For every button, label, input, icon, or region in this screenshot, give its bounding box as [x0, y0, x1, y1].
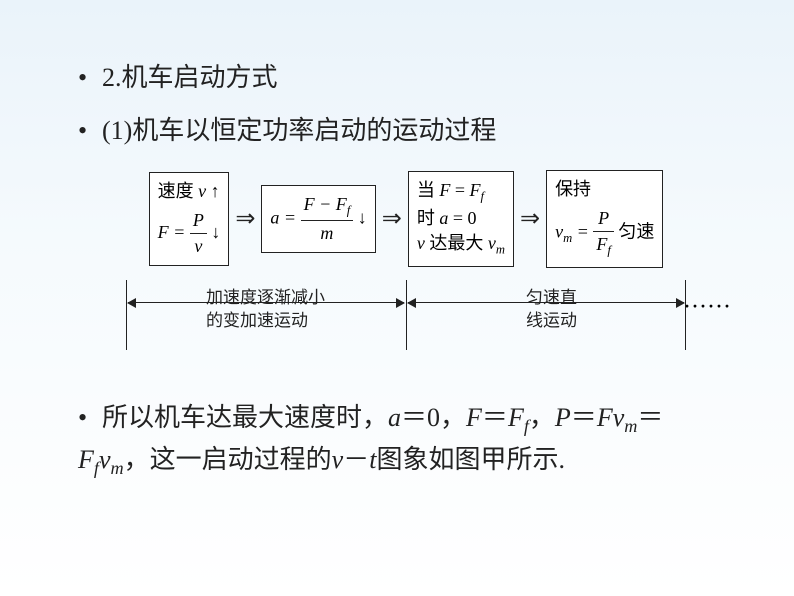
- b1-down: ↓: [211, 222, 220, 242]
- b3-l1-Ff-sub: f: [481, 190, 485, 204]
- c-Ffvm-v: v: [99, 445, 111, 474]
- c-vt-dash: －: [343, 445, 369, 474]
- flow-arrow-3: ⇒: [520, 204, 540, 233]
- heading-1: •2.机车启动方式: [78, 58, 734, 97]
- b4-den-sub: f: [607, 244, 611, 258]
- c-P: P: [555, 403, 571, 432]
- flow-box-1: 速度 v ↑ F = P v ↓: [149, 172, 230, 267]
- flow-arrow-2: ⇒: [382, 204, 402, 233]
- b2-a: a: [270, 207, 279, 227]
- phase-div-mid: [406, 280, 407, 350]
- conclusion: •所以机车达最大速度时，a＝0，F＝Ff，P＝Fvm＝Ffvm，这一启动过程的v…: [78, 398, 734, 483]
- phase2-text: 匀速直 线运动: [526, 286, 577, 334]
- c-eqP: ＝: [571, 403, 597, 432]
- b2-F: F: [304, 194, 315, 214]
- b4-num: P: [593, 206, 614, 232]
- b4-tail: 匀速: [618, 222, 654, 242]
- b3-l3-v: v: [417, 233, 425, 253]
- b3-l2-rest: = 0: [448, 208, 476, 228]
- flow-diagram: 速度 v ↑ F = P v ↓ ⇒ a =: [78, 170, 734, 268]
- b1-prefix: 速度: [158, 181, 194, 201]
- b1-den: v: [190, 234, 207, 259]
- heading-2: •(1)机车以恒定功率启动的运动过程: [78, 111, 734, 150]
- c-eqFf: ＝: [482, 403, 508, 432]
- c-comma1: ，: [529, 403, 555, 432]
- b1-F: F: [158, 222, 169, 242]
- heading-1-text: 2.机车启动方式: [102, 63, 278, 92]
- b1-up: ↑: [211, 181, 220, 201]
- phase2-l2: 线运动: [526, 309, 577, 333]
- phase1-text: 加速度逐渐减小 的变加速运动: [206, 286, 325, 334]
- c-Ff: F: [508, 403, 524, 432]
- heading-2-text: (1)机车以恒定功率启动的运动过程: [102, 116, 496, 145]
- phase2-l1: 匀速直: [526, 286, 577, 310]
- b2-Ff: F: [336, 194, 347, 214]
- c-Fvm-F: F: [597, 403, 613, 432]
- c-mid: ，这一启动过程的: [124, 445, 332, 474]
- flow-box-4: 保持 vm = P Ff 匀速: [546, 170, 663, 268]
- b2-m: m: [301, 221, 354, 246]
- c-a: a: [388, 403, 401, 432]
- b4-l1: 保持: [555, 177, 654, 202]
- c-eq0: ＝0，: [401, 403, 466, 432]
- b1-v: v: [198, 181, 206, 201]
- c-eq2: ＝: [637, 403, 663, 432]
- b4-vm-sub: m: [563, 231, 572, 245]
- b3-l3-txt: 达最大: [425, 233, 488, 253]
- b3-l1-F: F: [439, 180, 450, 200]
- flow-box-2: a = F − Ff m ↓: [261, 185, 375, 253]
- phase-timeline: 加速度逐渐减小 的变加速运动 匀速直 线运动 ······: [126, 280, 686, 350]
- b3-l3-vm-sub: m: [496, 243, 505, 257]
- b4-den: F: [596, 234, 607, 254]
- c-vt-v: v: [332, 445, 344, 474]
- b3-l2-pre: 时: [417, 208, 440, 228]
- b2-minus: −: [315, 194, 336, 214]
- c-Fvm-sub: m: [624, 416, 637, 436]
- b3-l1-pre: 当: [417, 180, 440, 200]
- flow-arrow-1: ⇒: [235, 204, 255, 233]
- phase-dots: ······: [684, 296, 732, 317]
- b1-num: P: [190, 208, 207, 234]
- b3-l1-Ff: F: [470, 180, 481, 200]
- c-Fvm-v: v: [613, 403, 625, 432]
- phase1-l2: 的变加速运动: [206, 309, 325, 333]
- phase1-l1: 加速度逐渐减小: [206, 286, 325, 310]
- phase-div-left: [126, 280, 127, 350]
- c-pre: 所以机车达最大速度时，: [102, 403, 388, 432]
- b2-Ff-sub: f: [347, 203, 351, 217]
- b4-vm: v: [555, 222, 563, 242]
- c-tail: 图象如图甲所示.: [376, 445, 565, 474]
- b3-l1-eq: =: [450, 180, 469, 200]
- c-Ffvm-F: F: [78, 445, 94, 474]
- b3-l2-a: a: [439, 208, 448, 228]
- c-F: F: [466, 403, 482, 432]
- b2-down: ↓: [358, 207, 367, 227]
- flow-box-3: 当 F = Ff 时 a = 0 v 达最大 vm: [408, 171, 514, 267]
- c-Ffvm-msub: m: [111, 458, 124, 478]
- b3-l3-vm: v: [488, 233, 496, 253]
